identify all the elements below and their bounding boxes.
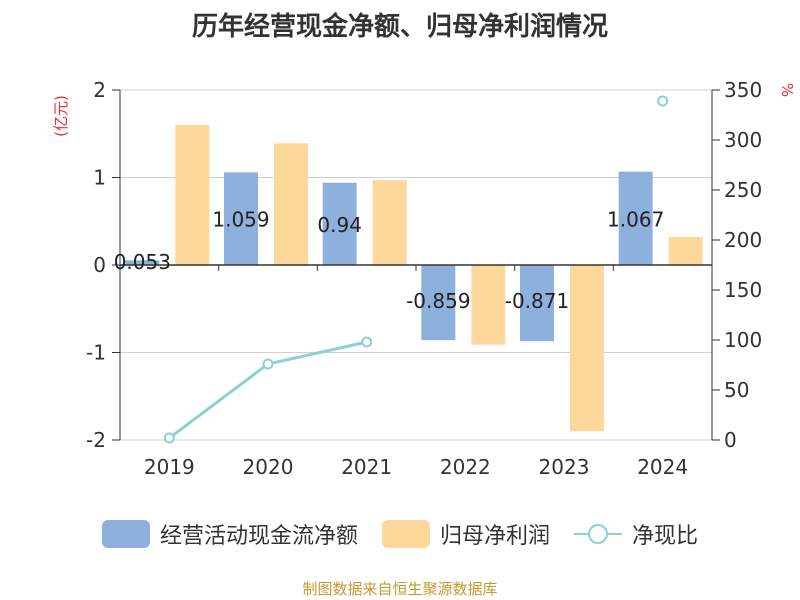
bar-net-profit — [471, 265, 506, 345]
right-tick-label: 350 — [724, 78, 762, 102]
bar-cashflow — [224, 172, 258, 265]
legend-item-cash-ratio[interactable]: 净现比 — [574, 518, 698, 550]
right-tick-label: 100 — [724, 328, 762, 352]
legend-swatch-net-profit — [381, 520, 430, 548]
left-unit-label: (亿元) — [52, 95, 70, 137]
bar-net-profit — [372, 180, 407, 265]
x-tick-label: 2023 — [539, 455, 590, 479]
bar-cashflow — [618, 171, 653, 265]
bar-cashflow — [421, 265, 456, 341]
bar-net-profit — [175, 125, 210, 265]
right-tick-label: 0 — [724, 428, 737, 452]
left-tick-label: 2 — [93, 78, 106, 102]
right-tick-label: 50 — [724, 378, 749, 402]
data-label-cashflow: 1.067 — [607, 207, 664, 231]
bar-cashflow — [125, 260, 160, 265]
legend-swatch-cash-ratio — [574, 520, 622, 548]
point-cash-ratio — [163, 432, 175, 444]
x-tick-label: 2024 — [637, 455, 688, 479]
legend: 经营活动现金流净额 归母净利润 净现比 — [0, 518, 800, 550]
data-label-cashflow: 0.053 — [114, 250, 171, 274]
x-tick-label: 2021 — [341, 455, 392, 479]
left-tick-label: -2 — [86, 428, 106, 452]
x-tick-label: 2020 — [243, 455, 294, 479]
left-tick-label: 0 — [93, 253, 106, 277]
right-tick-label: 200 — [724, 228, 762, 252]
bar-cashflow — [322, 182, 357, 265]
right-tick-label: 300 — [724, 128, 762, 152]
left-tick-label: 1 — [93, 166, 106, 190]
data-label-cashflow: 1.059 — [212, 208, 269, 232]
legend-swatch-cashflow — [101, 520, 150, 548]
point-cash-ratio — [657, 95, 669, 107]
source-text: 制图数据来自恒生聚源数据库 — [302, 580, 498, 598]
point-cash-ratio — [262, 358, 274, 370]
bar-cashflow — [520, 265, 554, 342]
x-tick-label: 2019 — [144, 455, 195, 479]
chart-title: 历年经营现金净额、归母净利润情况 — [191, 12, 608, 42]
right-unit-label: % — [778, 83, 796, 97]
data-label-cashflow: -0.871 — [505, 289, 569, 313]
series-line-cash-ratio — [168, 340, 367, 440]
data-label-cashflow: -0.859 — [406, 289, 470, 313]
x-tick-label: 2022 — [440, 455, 491, 479]
bar-net-profit — [570, 265, 604, 432]
data-label-cashflow: 0.94 — [317, 213, 362, 237]
point-cash-ratio — [361, 336, 373, 348]
bar-net-profit — [668, 237, 703, 265]
legend-label-cashflow: 经营活动现金流净额 — [159, 524, 358, 549]
legend-item-cashflow[interactable]: 经营活动现金流净额 — [101, 518, 358, 550]
bar-net-profit — [274, 143, 308, 265]
legend-item-net-profit[interactable]: 归母净利润 — [381, 518, 550, 550]
legend-label-cash-ratio: 净现比 — [632, 524, 699, 549]
right-tick-label: 150 — [724, 278, 762, 302]
legend-label-net-profit: 归母净利润 — [439, 524, 550, 549]
left-tick-label: -1 — [86, 341, 106, 365]
right-tick-label: 250 — [724, 178, 762, 202]
